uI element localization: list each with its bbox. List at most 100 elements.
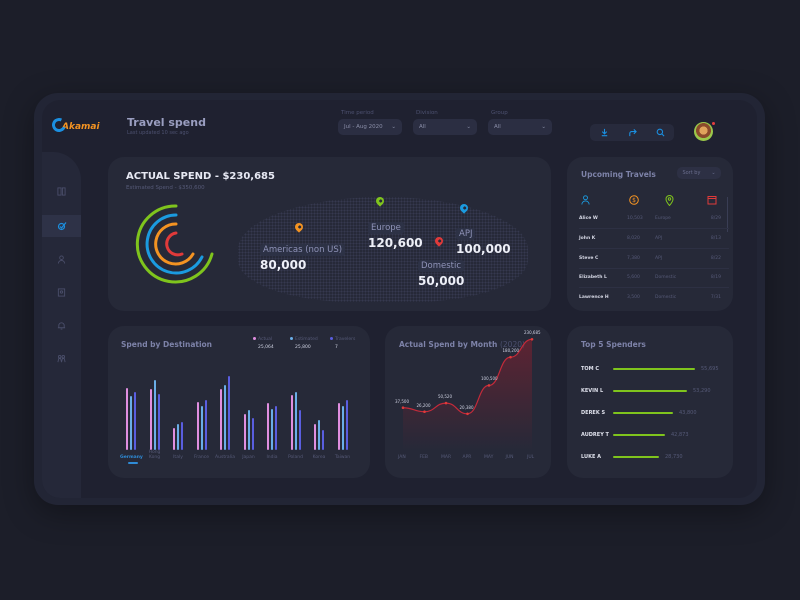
- destination-tab[interactable]: Poland: [287, 455, 304, 460]
- sidebar-item-notifications[interactable]: [42, 314, 81, 336]
- bar-group[interactable]: [337, 400, 348, 450]
- spender-row[interactable]: KEVIN L 53,290: [581, 388, 711, 394]
- data-point[interactable]: [444, 401, 448, 405]
- bar: [271, 409, 273, 450]
- team-icon: [57, 354, 66, 362]
- destination-tab[interactable]: India: [266, 455, 278, 460]
- spender-name: KEVIN L: [581, 388, 604, 394]
- bar-group[interactable]: [290, 392, 301, 450]
- bar-group[interactable]: [267, 403, 277, 450]
- date-icon: [707, 196, 717, 205]
- legend-dot: [253, 337, 256, 340]
- data-point[interactable]: [401, 406, 405, 410]
- spend-by-destination-card: Spend by Destination Actual 25,064 Estima…: [108, 326, 370, 478]
- bar: [181, 422, 183, 450]
- region-value: 80,000: [260, 258, 307, 272]
- table-row[interactable]: John K 8,020 APJ 8/13: [579, 229, 729, 249]
- traveler-name: Lawrence H: [579, 294, 609, 300]
- point-label: 50,520: [438, 394, 452, 400]
- user-avatar[interactable]: [694, 122, 713, 141]
- table-row[interactable]: Alice W 10,503 Europe 8/29: [579, 209, 729, 229]
- sidebar-item-layout[interactable]: [42, 180, 81, 202]
- group-select[interactable]: All ⌄: [488, 119, 552, 135]
- legend-value: 25,800: [295, 345, 311, 350]
- sidebar-item-badge[interactable]: [42, 281, 81, 303]
- point-label: 230,685: [524, 330, 541, 336]
- bar-group[interactable]: [149, 380, 160, 450]
- layout-icon: [57, 186, 66, 196]
- spender-name: LUKE A: [581, 454, 601, 460]
- traveler-name: Elizabeth L: [579, 275, 607, 280]
- destination-tab[interactable]: Hong Kong: [148, 450, 161, 460]
- sidebar-item-user[interactable]: [42, 248, 81, 270]
- search-button[interactable]: [653, 126, 667, 140]
- spender-row[interactable]: DEREK S 43,800: [581, 410, 697, 416]
- point-label: 100,500: [481, 376, 498, 382]
- user-icon: [57, 254, 66, 264]
- bar: [290, 395, 293, 450]
- spender-row[interactable]: TOM C 55,695: [581, 366, 719, 372]
- destination-tab[interactable]: France: [194, 455, 209, 460]
- upcoming-travels-title: Upcoming Travels: [581, 170, 656, 179]
- bar-group[interactable]: [314, 420, 324, 450]
- bell-icon: [57, 321, 66, 330]
- spender-amount: 28,730: [665, 454, 683, 460]
- actual-spend-title: ACTUAL SPEND - $230,685: [126, 171, 275, 182]
- upcoming-travels-card: Upcoming Travels Sort by ⌄ $ Alice W 10,50…: [567, 157, 733, 311]
- destination-tab[interactable]: Australia: [215, 455, 235, 460]
- data-point[interactable]: [530, 337, 534, 341]
- travel-date: 8/29: [710, 216, 721, 221]
- data-point[interactable]: [423, 410, 426, 414]
- bar: [130, 396, 132, 450]
- sort-by-dropdown[interactable]: Sort by ⌄: [677, 167, 721, 179]
- spender-amount: 53,290: [693, 388, 711, 394]
- data-point[interactable]: [509, 355, 512, 359]
- data-point[interactable]: [466, 412, 469, 416]
- legend-dot: [290, 337, 293, 340]
- travel-amount: 3,500: [627, 294, 640, 300]
- spender-amount: 43,800: [679, 410, 697, 416]
- table-row[interactable]: Lawrence H 3,500 Domestic 7/31: [579, 287, 729, 307]
- monthly-title-text: Actual Spend by Month: [399, 340, 498, 349]
- top-spenders-title: Top 5 Spenders: [581, 340, 646, 349]
- bar-group[interactable]: [220, 376, 230, 450]
- actual-spend-card: ACTUAL SPEND - $230,685 Estimated Spend …: [108, 157, 551, 311]
- bar: [337, 403, 340, 450]
- destination-tab[interactable]: Japan: [242, 455, 255, 460]
- bar-group[interactable]: [243, 410, 254, 450]
- spender-row[interactable]: LUKE A 28,730: [581, 454, 683, 460]
- akamai-logo[interactable]: Akamai: [50, 116, 100, 134]
- bar-group[interactable]: [126, 388, 136, 450]
- time-period-select[interactable]: Jul - Aug 2020 ⌄: [338, 119, 402, 135]
- data-point[interactable]: [487, 384, 491, 387]
- region-label: APJ: [456, 228, 476, 240]
- region-value: 50,000: [418, 274, 465, 288]
- destination-tab[interactable]: Germany: [120, 455, 143, 460]
- table-scrollbar[interactable]: [727, 197, 728, 232]
- table-row[interactable]: Elizabeth L 5,600 Domestic 8/19: [579, 268, 729, 288]
- destination-tab[interactable]: Italy: [173, 455, 183, 460]
- page-title: Travel spend: [127, 116, 206, 129]
- bar-group[interactable]: [173, 422, 183, 450]
- division-select[interactable]: All ⌄: [413, 119, 477, 135]
- share-button[interactable]: [625, 126, 639, 140]
- download-button[interactable]: [597, 126, 611, 140]
- spender-bar: [613, 456, 659, 458]
- destination-tab[interactable]: Korea: [312, 455, 326, 460]
- sidebar-item-travel[interactable]: [42, 215, 81, 237]
- travel-region: Domestic: [655, 275, 677, 280]
- spender-row[interactable]: AUDREY T 42,873: [581, 432, 689, 438]
- destination-tab[interactable]: Taiwan: [334, 455, 351, 460]
- spender-bar: [613, 434, 665, 436]
- legend-key: Actual: [258, 337, 273, 342]
- table-row[interactable]: Steve C 7,380 APJ 8/22: [579, 249, 729, 269]
- badge-icon: [57, 287, 66, 297]
- sidebar-item-team[interactable]: [42, 347, 81, 369]
- bar-group[interactable]: [196, 400, 207, 450]
- actual-spend-by-month-card: Actual Spend by Month (2020) 37,500 JAN 26…: [385, 326, 551, 478]
- bar: [157, 394, 160, 450]
- spender-bar: [613, 368, 695, 370]
- filter-label: Division: [416, 110, 438, 116]
- search-icon: [656, 128, 664, 137]
- chevron-down-icon: ⌄: [711, 170, 716, 176]
